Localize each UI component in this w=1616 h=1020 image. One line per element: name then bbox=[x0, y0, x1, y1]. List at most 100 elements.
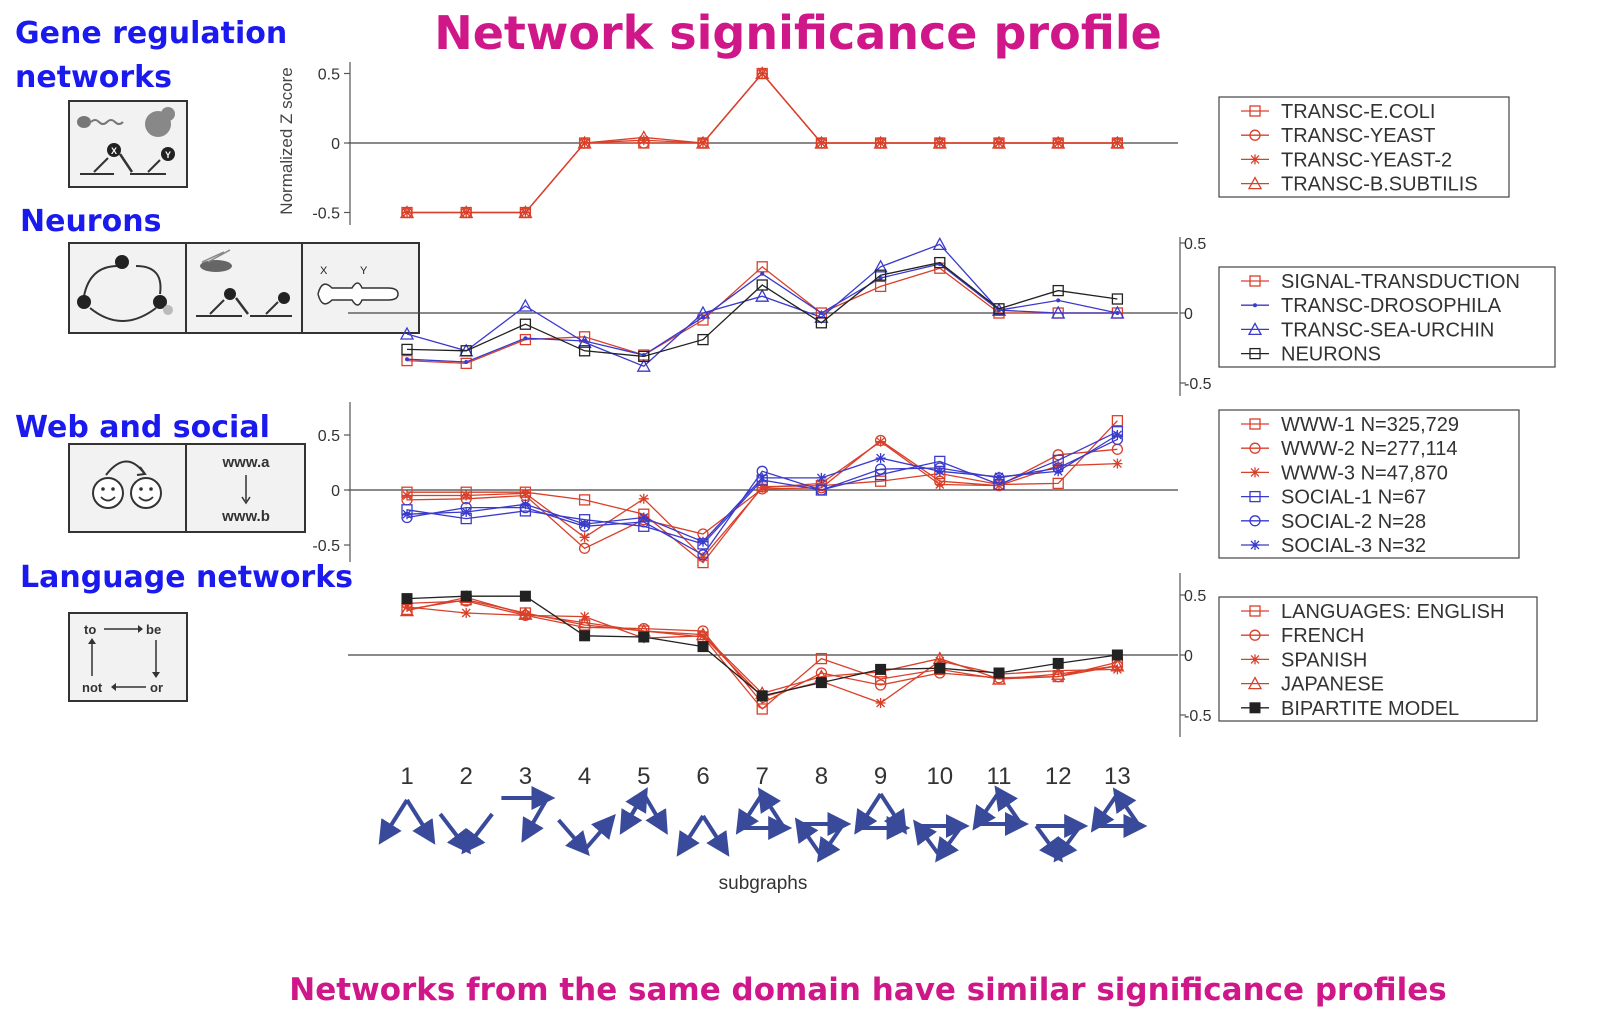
legend-marker bbox=[1247, 176, 1263, 190]
motif-edge bbox=[438, 812, 472, 855]
data-point bbox=[461, 608, 472, 618]
series-3-6 bbox=[402, 430, 1123, 547]
data-point bbox=[1056, 298, 1061, 303]
svg-text:X: X bbox=[111, 146, 117, 156]
series-2-1 bbox=[401, 261, 1124, 370]
data-point bbox=[934, 466, 945, 477]
motif-edge bbox=[994, 785, 1023, 826]
svg-text:www.b: www.b bbox=[221, 508, 270, 525]
data-point bbox=[1051, 666, 1066, 680]
data-point bbox=[697, 549, 709, 561]
legend-box bbox=[1218, 96, 1510, 198]
slide-title: Network significance profile bbox=[434, 6, 1162, 60]
data-point bbox=[520, 488, 531, 499]
data-point bbox=[875, 436, 886, 447]
data-point bbox=[518, 298, 533, 312]
data-point bbox=[816, 478, 827, 489]
language-illustration: to be not or bbox=[68, 612, 188, 702]
legend-marker bbox=[1249, 129, 1261, 141]
motif-edge bbox=[1034, 824, 1063, 863]
svg-text:X: X bbox=[320, 265, 328, 277]
data-point bbox=[1052, 477, 1064, 490]
data-point bbox=[401, 343, 413, 356]
motif-edge bbox=[794, 817, 824, 858]
motif-edge bbox=[461, 812, 494, 855]
legend-marker bbox=[1249, 702, 1261, 714]
series-line bbox=[407, 440, 1118, 559]
data-point bbox=[816, 472, 827, 483]
y-axis-label: Normalized Z score bbox=[277, 67, 296, 214]
series-line bbox=[406, 243, 1118, 367]
data-point bbox=[815, 652, 828, 665]
legend-marker bbox=[1247, 676, 1263, 690]
legend-marker bbox=[1249, 347, 1261, 360]
data-point bbox=[1111, 415, 1124, 427]
motif-edge bbox=[816, 822, 846, 863]
series-1-4 bbox=[399, 66, 1125, 219]
data-point bbox=[695, 135, 711, 149]
series-4-4 bbox=[399, 590, 1125, 700]
data-point bbox=[695, 627, 711, 641]
legend-2: SIGNAL-TRANSDUCTIONTRANSC-DROSOPHILATRAN… bbox=[1218, 266, 1556, 368]
series-line bbox=[406, 261, 1118, 358]
legend-entry: TRANSC-YEAST-2 bbox=[1281, 149, 1452, 171]
legend-marker bbox=[1249, 490, 1261, 503]
data-point bbox=[518, 606, 533, 620]
legend-marker bbox=[1249, 605, 1261, 617]
x-tick-label: 1 bbox=[400, 763, 413, 790]
motif-edge bbox=[935, 824, 964, 863]
section-label-web-social: Web and social bbox=[15, 410, 270, 445]
data-point bbox=[520, 499, 531, 510]
data-point bbox=[636, 130, 651, 144]
legend-marker bbox=[1249, 629, 1261, 641]
data-point bbox=[814, 135, 829, 149]
data-point bbox=[460, 357, 472, 370]
data-point bbox=[815, 317, 828, 329]
data-point bbox=[638, 631, 650, 643]
y-tick-label: -0.5 bbox=[312, 206, 340, 223]
footer-caption: Networks from the same domain have simil… bbox=[289, 972, 1447, 1008]
legend-box bbox=[1218, 266, 1556, 368]
data-point bbox=[698, 630, 708, 641]
x-tick-label: 9 bbox=[874, 763, 887, 790]
subgraph-motif-4 bbox=[557, 813, 616, 857]
svg-text:Y: Y bbox=[165, 150, 171, 160]
data-point bbox=[934, 256, 946, 269]
data-point bbox=[873, 135, 888, 149]
x-tick-label: 5 bbox=[637, 763, 650, 790]
legend-entry: TRANSC-YEAST bbox=[1281, 125, 1435, 147]
motif-edge bbox=[735, 792, 764, 835]
data-point bbox=[755, 288, 770, 302]
legend-entry: TRANSC-SEA-URCHIN bbox=[1281, 319, 1494, 341]
y-tick-label: 0 bbox=[1184, 306, 1193, 323]
data-point bbox=[756, 703, 768, 715]
y-tick-label: 0 bbox=[331, 136, 340, 153]
data-point bbox=[756, 279, 768, 291]
motif-edge bbox=[757, 787, 786, 830]
svg-text:to: to bbox=[84, 622, 96, 637]
x-tick-label: 7 bbox=[756, 763, 769, 790]
legend-marker bbox=[1249, 105, 1261, 117]
data-point bbox=[1112, 664, 1123, 675]
data-point bbox=[402, 602, 412, 612]
legend-entry: SPANISH bbox=[1281, 649, 1367, 671]
data-point bbox=[1051, 305, 1066, 319]
data-point bbox=[760, 271, 765, 276]
legend-entry: LANGUAGES: ENGLISH bbox=[1281, 601, 1504, 623]
series-3-3 bbox=[402, 436, 1123, 563]
data-point bbox=[1110, 658, 1125, 672]
data-point bbox=[934, 656, 945, 666]
data-point bbox=[815, 484, 828, 496]
data-point bbox=[519, 590, 531, 602]
data-point bbox=[399, 326, 415, 340]
data-point bbox=[523, 336, 528, 341]
x-axis-label: subgraphs bbox=[719, 873, 808, 894]
data-point bbox=[401, 593, 413, 605]
data-point bbox=[698, 536, 708, 547]
y-tick-label: 0 bbox=[1184, 648, 1193, 665]
data-point bbox=[874, 269, 887, 281]
data-point bbox=[934, 479, 945, 490]
series-2-4 bbox=[401, 256, 1124, 363]
